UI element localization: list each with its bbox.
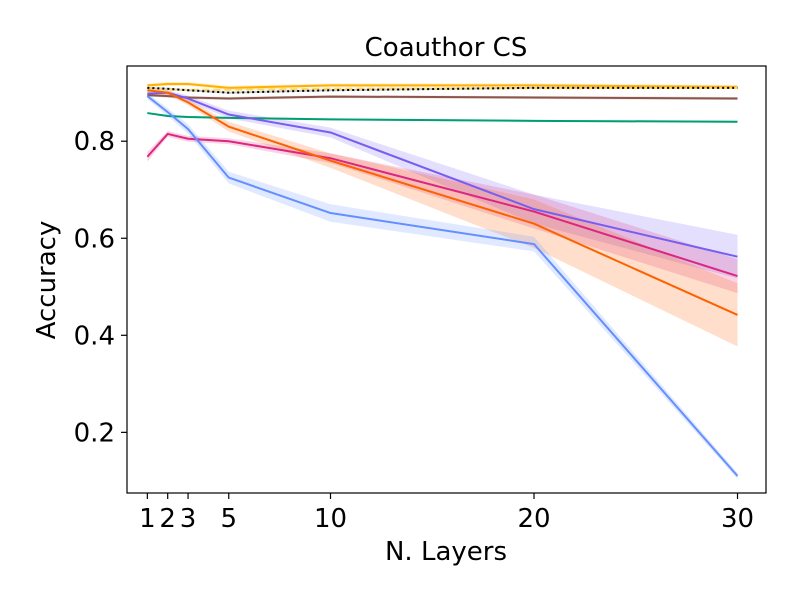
series-1-line (147, 82, 738, 89)
series-lines (146, 82, 739, 477)
series-9-line (146, 95, 739, 477)
x-tick-label: 20 (517, 504, 550, 534)
x-tick-label: 10 (314, 504, 347, 534)
y-tick-label: 0.2 (74, 418, 115, 448)
series-8-line (147, 89, 738, 316)
x-axis-ticks: 1 2 3 5 10 20 30 (139, 493, 754, 534)
x-tick-label: 30 (721, 504, 754, 534)
plot-area-frame (126, 65, 767, 494)
x-tick-label: 5 (220, 504, 237, 534)
series-7-line (146, 132, 738, 278)
y-tick-label: 0.4 (74, 321, 115, 351)
y-axis-label: Accuracy (32, 221, 62, 340)
x-axis-label: N. Layers (385, 537, 507, 567)
series-6-band (147, 90, 738, 279)
chart-title: Coauthor CS (365, 33, 528, 63)
series-5-line (147, 112, 738, 123)
x-tick-label: 2 (159, 504, 176, 534)
x-tick-label: 1 (139, 504, 156, 534)
series-3-line (147, 86, 738, 94)
y-tick-label: 0.8 (74, 127, 115, 157)
y-tick-label: 0.6 (74, 224, 115, 254)
x-tick-label: 3 (180, 504, 197, 534)
series-4-line (147, 94, 738, 100)
y-axis-ticks: 0.2 0.4 0.6 0.8 (74, 127, 127, 448)
